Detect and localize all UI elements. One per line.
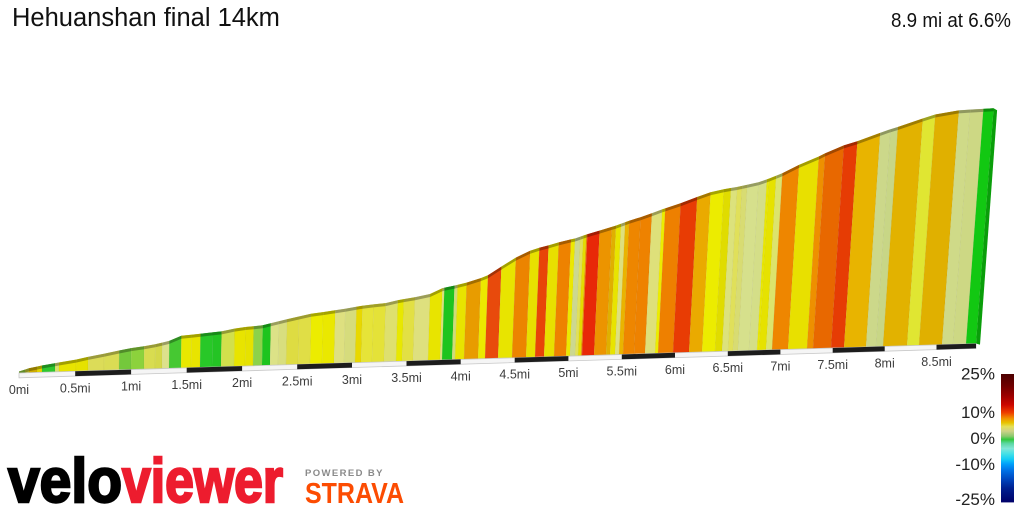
svg-text:1mi: 1mi (121, 380, 141, 394)
svg-text:STRAVA: STRAVA (305, 478, 404, 510)
svg-text:1.5mi: 1.5mi (171, 378, 202, 392)
svg-text:6.5mi: 6.5mi (713, 361, 744, 375)
svg-text:5mi: 5mi (558, 366, 578, 380)
svg-text:7mi: 7mi (770, 360, 790, 374)
svg-text:velo: velo (8, 447, 122, 512)
svg-text:6mi: 6mi (665, 363, 685, 377)
svg-text:10%: 10% (961, 403, 995, 422)
svg-text:25%: 25% (961, 364, 995, 383)
svg-text:4mi: 4mi (451, 369, 471, 383)
svg-text:0.5mi: 0.5mi (60, 381, 91, 395)
svg-text:-10%: -10% (955, 455, 995, 474)
svg-text:Hehuanshan final 14km: Hehuanshan final 14km (12, 4, 280, 32)
svg-text:POWERED BY: POWERED BY (305, 468, 384, 479)
svg-text:-25%: -25% (955, 490, 995, 509)
svg-text:8.9 mi at 6.6%: 8.9 mi at 6.6% (891, 10, 1011, 32)
svg-text:8mi: 8mi (875, 356, 895, 370)
svg-text:4.5mi: 4.5mi (499, 368, 530, 382)
svg-text:5.5mi: 5.5mi (607, 365, 638, 379)
svg-text:3.5mi: 3.5mi (391, 371, 422, 385)
svg-text:2mi: 2mi (232, 376, 252, 390)
svg-text:0mi: 0mi (9, 383, 29, 397)
svg-text:8.5mi: 8.5mi (921, 355, 952, 369)
svg-text:0%: 0% (970, 429, 995, 448)
svg-text:viewer: viewer (122, 447, 283, 512)
svg-text:3mi: 3mi (342, 373, 362, 387)
svg-text:2.5mi: 2.5mi (282, 374, 313, 388)
svg-text:7.5mi: 7.5mi (817, 358, 848, 372)
